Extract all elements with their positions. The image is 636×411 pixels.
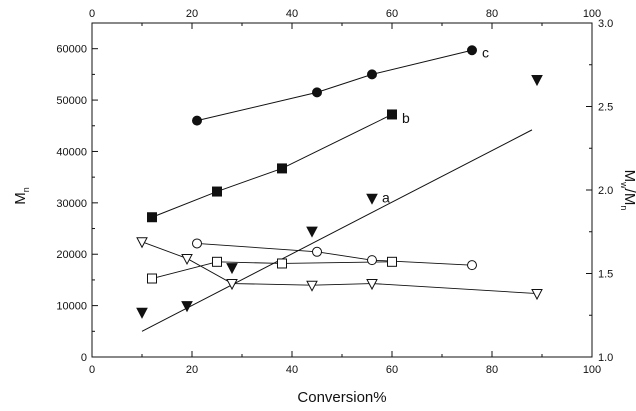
y-right-tick-label: 1.5 — [598, 269, 613, 281]
series-label-b: b — [402, 110, 410, 126]
y-left-tick-label: 0 — [81, 352, 87, 364]
plot-frame — [91, 22, 593, 358]
y-right-tick-label: 2.0 — [598, 185, 613, 197]
y-left-tick-label: 20000 — [56, 249, 87, 261]
x-tick-label-bottom: 100 — [583, 364, 601, 376]
series-label-c: c — [482, 44, 489, 60]
point-mn-series-c — [312, 87, 322, 98]
point-pdi-series-3 — [366, 279, 378, 291]
point-mn-series-b — [147, 212, 157, 223]
y-right-axis-title: Mw/Mn — [619, 170, 636, 211]
line-series-b — [151, 114, 393, 218]
point-mn-series-b — [212, 186, 222, 197]
point-mn-series-a — [531, 75, 543, 87]
y-left-axis-title: Mn — [12, 187, 31, 205]
point-pdi-series-1 — [192, 238, 202, 249]
x-tick-label-bottom: 40 — [286, 364, 298, 376]
y-left-tick-label: 10000 — [56, 301, 87, 313]
point-mn-series-a — [226, 263, 238, 275]
fit-line-series-a — [141, 129, 533, 332]
line-pdi-series-1 — [196, 242, 473, 266]
x-tick-label-top: 0 — [89, 8, 95, 20]
point-pdi-series-1 — [467, 260, 477, 271]
point-mn-series-b — [277, 163, 287, 174]
x-tick-label-top: 100 — [583, 8, 601, 20]
point-pdi-series-3 — [531, 289, 543, 301]
y-left-tick-label: 50000 — [56, 95, 87, 107]
y-left-tick-label: 30000 — [56, 198, 87, 210]
point-mn-series-a — [181, 301, 193, 313]
point-mn-series-a — [306, 226, 318, 238]
marks-layer: c b a — [136, 44, 543, 319]
x-tick-label-bottom: 20 — [186, 364, 198, 376]
point-mn-series-c — [367, 69, 377, 80]
x-axis-title: Conversion% — [297, 389, 386, 406]
series-label-a: a — [382, 190, 390, 206]
point-pdi-series-2 — [147, 273, 157, 284]
ticks-layer: 0020204040606080801001000100002000030000… — [56, 8, 613, 376]
point-pdi-series-2 — [212, 256, 222, 267]
y-right-tick-label: 3.0 — [598, 18, 613, 30]
x-tick-label-bottom: 80 — [486, 364, 498, 376]
x-tick-label-top: 40 — [286, 8, 298, 20]
point-mn-series-a — [366, 193, 378, 205]
point-pdi-series-3 — [136, 237, 148, 249]
y-right-tick-label: 1.0 — [598, 352, 613, 364]
y-left-tick-label: 60000 — [56, 44, 87, 56]
point-mn-series-b — [387, 109, 397, 120]
x-tick-label-top: 20 — [186, 8, 198, 20]
line-series-c — [196, 49, 473, 122]
point-pdi-series-2 — [387, 256, 397, 267]
line-pdi-series-3 — [141, 241, 538, 294]
point-pdi-series-1 — [367, 255, 377, 266]
point-mn-series-c — [467, 45, 477, 56]
point-mn-series-a — [136, 307, 148, 319]
line-pdi-series-2 — [151, 261, 393, 279]
x-tick-label-bottom: 0 — [89, 364, 95, 376]
point-pdi-series-2 — [277, 258, 287, 269]
point-pdi-series-3 — [226, 279, 238, 291]
x-tick-label-top: 80 — [486, 8, 498, 20]
y-left-tick-label: 40000 — [56, 146, 87, 158]
point-pdi-series-3 — [181, 253, 193, 266]
y-right-tick-label: 2.5 — [598, 102, 613, 114]
lines-layer — [141, 49, 538, 332]
x-tick-label-bottom: 60 — [386, 364, 398, 376]
x-tick-label-top: 60 — [386, 8, 398, 20]
point-pdi-series-3 — [306, 280, 318, 292]
point-mn-series-c — [192, 115, 202, 126]
point-pdi-series-1 — [312, 246, 322, 257]
